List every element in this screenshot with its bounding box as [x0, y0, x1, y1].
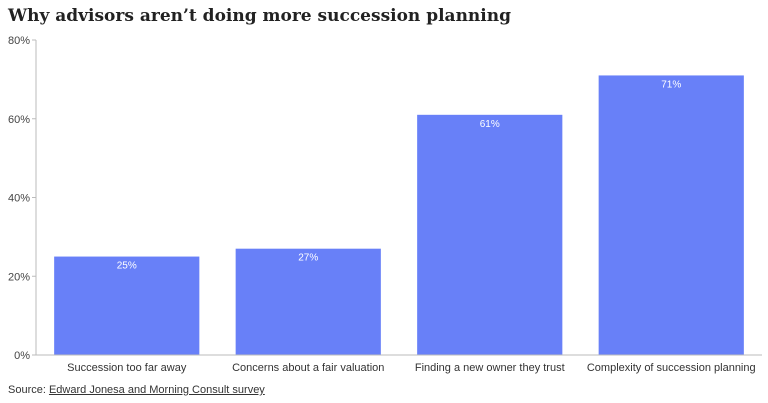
bar: [598, 75, 744, 355]
x-category-label: Complexity of succession planning: [587, 362, 756, 374]
y-tick-label: 40%: [8, 193, 30, 205]
source-link[interactable]: Edward Jonesa and Morning Consult survey: [48, 384, 265, 396]
y-tick-label: 20%: [8, 271, 30, 283]
bar-data-label: 27%: [298, 253, 318, 264]
bars: 25% 27% 61% 71%: [54, 75, 744, 355]
bar: [235, 248, 381, 355]
y-axis: 0% 20% 40% 60% 80%: [8, 35, 37, 362]
y-tick-label: 60%: [8, 114, 30, 126]
bar: [54, 256, 200, 355]
y-tick-label: 0%: [14, 350, 30, 362]
x-axis: Succession too far away Concerns about a …: [36, 354, 762, 374]
x-category-label: Succession too far away: [67, 362, 187, 374]
bar-data-label: 25%: [117, 261, 137, 272]
x-category-label: Concerns about a fair valuation: [232, 362, 384, 374]
source-prefix: Source:: [8, 384, 49, 396]
bar-data-label: 61%: [480, 119, 500, 130]
bar-data-label: 71%: [661, 79, 681, 90]
x-category-label: Finding a new owner they trust: [415, 362, 565, 374]
source-note: Source: Edward Jonesa and Morning Consul…: [8, 384, 265, 396]
bar-chart: 0% 20% 40% 60% 80% 25% 27% 61% 71% Succession t…: [8, 35, 762, 374]
bar: [417, 114, 563, 355]
chart-title: Why advisors aren’t doing more successio…: [8, 6, 511, 26]
y-tick-label: 80%: [8, 35, 30, 47]
